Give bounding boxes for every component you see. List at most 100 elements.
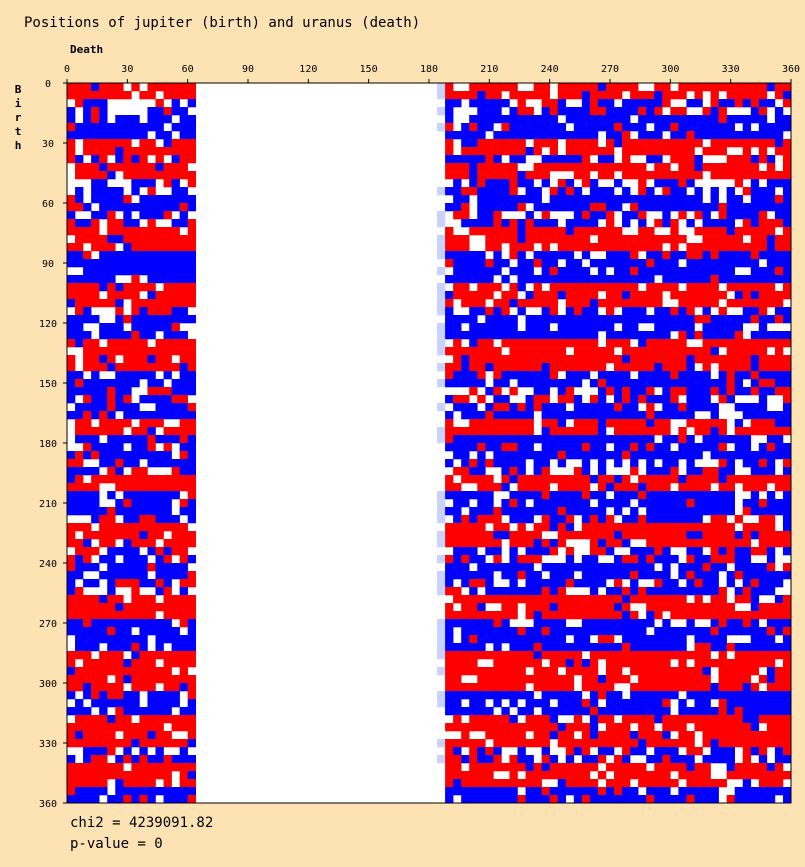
heatmap-cell: [437, 635, 446, 644]
heatmap-cell: [83, 379, 140, 388]
heatmap-cell: [694, 355, 752, 364]
heatmap-cell: [517, 523, 526, 532]
heatmap-cell: [171, 307, 188, 316]
heatmap-cell: [75, 643, 100, 652]
heatmap-cell: [187, 571, 197, 580]
heatmap-cell: [533, 163, 647, 172]
heatmap-cell: [123, 755, 132, 764]
heatmap-cell: [686, 403, 719, 412]
heatmap-cell: [782, 627, 792, 636]
heatmap-cell: [525, 763, 534, 772]
heatmap-cell: [734, 179, 744, 188]
heatmap-cell: [557, 107, 591, 116]
heatmap-cell: [638, 203, 719, 212]
heatmap-cell: [99, 155, 108, 164]
heatmap-cell: [557, 779, 567, 788]
heatmap-cell: [453, 595, 623, 604]
heatmap-cell: [67, 619, 84, 628]
heatmap-cell: [155, 587, 164, 596]
heatmap-cell: [782, 155, 792, 164]
heatmap-cell: [589, 443, 607, 452]
heatmap-cell: [525, 571, 542, 580]
heatmap-cell: [155, 131, 172, 140]
heatmap-cell: [147, 547, 156, 556]
heatmap-cell: [597, 371, 631, 380]
heatmap-cell: [758, 715, 792, 724]
heatmap-cell: [565, 115, 631, 124]
heatmap-cell: [605, 691, 623, 700]
heatmap-cell: [654, 307, 671, 316]
heatmap-cell: [477, 443, 486, 452]
heatmap-cell: [702, 331, 735, 340]
heatmap-cell: [437, 235, 446, 244]
heatmap-cell: [782, 595, 792, 604]
heatmap-cell: [469, 587, 478, 596]
heatmap-cell: [107, 491, 116, 500]
heatmap-cell: [155, 99, 164, 108]
heatmap-cell: [67, 667, 76, 676]
heatmap-cell: [147, 387, 172, 396]
heatmap-cell: [99, 595, 108, 604]
heatmap-cell: [139, 755, 148, 764]
heatmap-cell: [646, 387, 655, 396]
heatmap-cell: [75, 667, 172, 676]
heatmap-cell: [91, 619, 172, 628]
heatmap-cell: [662, 755, 671, 764]
heatmap-cell: [774, 115, 792, 124]
heatmap-cell: [83, 659, 124, 668]
heatmap-cell: [670, 131, 687, 140]
heatmap-cell: [702, 307, 711, 316]
heatmap-cell: [445, 667, 526, 676]
heatmap-cell: [758, 603, 792, 612]
heatmap-cell: [67, 203, 84, 212]
heatmap-cell: [445, 603, 454, 612]
heatmap-cell: [445, 115, 454, 124]
heatmap-cell: [622, 611, 631, 620]
heatmap-cell: [83, 755, 92, 764]
heatmap-cell: [557, 483, 591, 492]
heatmap-cell: [477, 163, 518, 172]
heatmap-cell: [91, 195, 124, 204]
heatmap-cell: [477, 515, 502, 524]
heatmap-cell: [83, 451, 92, 460]
heatmap-cell: [630, 547, 655, 556]
heatmap-cell: [774, 347, 784, 356]
heatmap-cell: [155, 563, 188, 572]
heatmap-cell: [549, 763, 599, 772]
heatmap-cell: [533, 139, 559, 148]
heatmap-cell: [509, 699, 518, 708]
heatmap-cell: [115, 467, 124, 476]
heatmap-cell: [469, 715, 510, 724]
heatmap-cell: [541, 99, 559, 108]
heatmap-cell: [758, 315, 776, 324]
heatmap-cell: [107, 563, 148, 572]
heatmap-cell: [605, 675, 631, 684]
heatmap-cell: [782, 267, 792, 276]
heatmap-cell: [533, 467, 542, 476]
heatmap-cell: [774, 195, 784, 204]
heatmap-cell: [83, 147, 116, 156]
heatmap-cell: [509, 243, 534, 252]
heatmap-cell: [750, 635, 776, 644]
heatmap-cell: [726, 571, 735, 580]
heatmap-cell: [171, 99, 180, 108]
heatmap-cell: [187, 99, 197, 108]
heatmap-cell: [453, 339, 462, 348]
heatmap-cell: [614, 395, 623, 404]
heatmap-cell: [686, 283, 719, 292]
heatmap-cell: [179, 131, 197, 140]
heatmap-cell: [734, 651, 792, 660]
heatmap-cell: [509, 771, 518, 780]
heatmap-cell: [630, 611, 639, 620]
heatmap-cell: [638, 371, 671, 380]
heatmap-cell: [155, 155, 164, 164]
heatmap-cell: [557, 459, 567, 468]
heatmap-cell: [758, 99, 776, 108]
heatmap-cell: [469, 467, 486, 476]
heatmap-cell: [581, 619, 655, 628]
heatmap-cell: [525, 787, 542, 796]
heatmap-cell: [549, 195, 703, 204]
heatmap-cell: [437, 323, 446, 332]
heatmap-cell: [131, 539, 156, 548]
heatmap-cell: [766, 155, 776, 164]
